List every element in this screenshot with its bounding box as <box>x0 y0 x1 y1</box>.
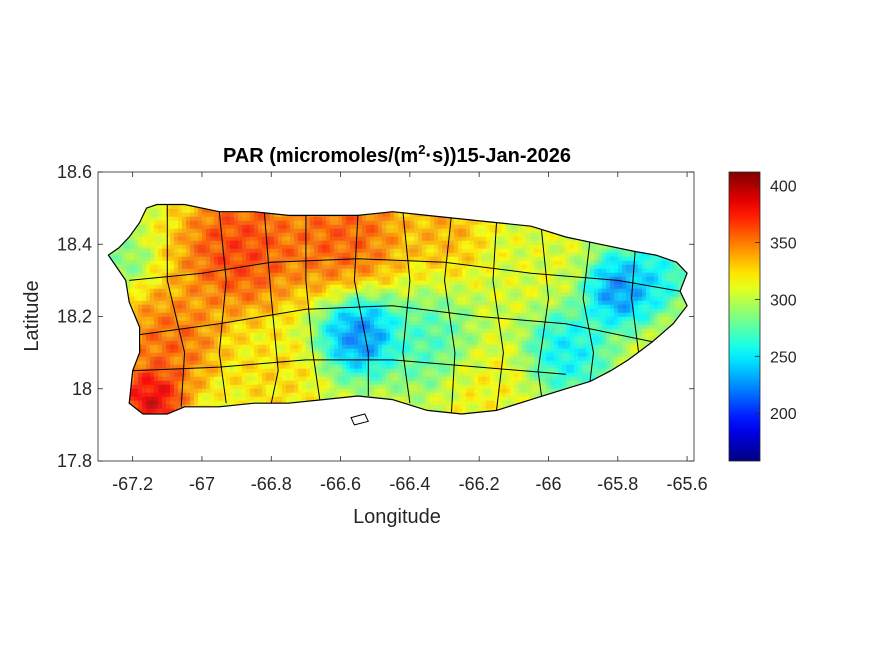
plot-title-superscript: 2 <box>418 142 425 157</box>
plot-title-prefix: PAR (micromoles/(m <box>223 145 418 167</box>
map-axes: -67.2 -67 -66.8 -66.6 -66.4 -66.2 -66 -65.8 -65.… <box>57 162 708 494</box>
plot-title-suffix: ·s))15-Jan-2026 <box>425 145 571 167</box>
plot-title: PAR (micromoles/(m2·s))15-Jan-2026 <box>223 142 571 167</box>
